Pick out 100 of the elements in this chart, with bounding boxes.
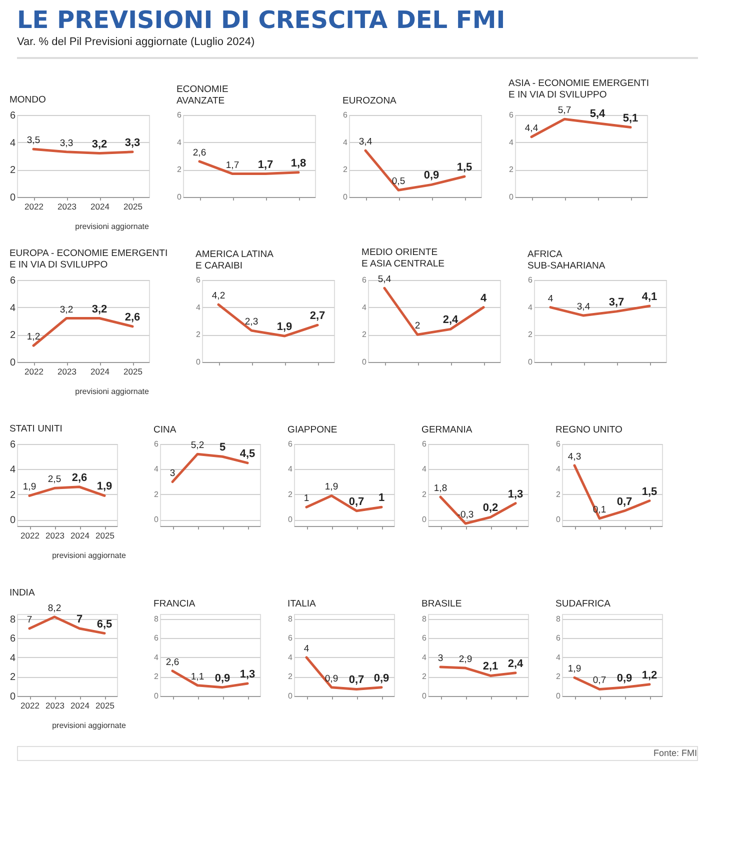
x-tick-label: 2022 [20, 530, 40, 540]
data-label: 5,4 [590, 108, 606, 120]
y-tick-label: 4 [10, 138, 16, 149]
data-label: 1 [378, 492, 385, 504]
data-label: 0,9 [374, 672, 390, 684]
y-tick-label: 0 [10, 358, 16, 368]
data-label: 1,3 [240, 668, 256, 680]
y-tick-label: 0 [177, 192, 182, 202]
x-tick-label: 2023 [46, 700, 65, 710]
data-label: 3,3 [60, 138, 74, 149]
y-tick-label: 0 [154, 692, 160, 700]
y-tick-label: 6 [556, 440, 562, 448]
y-tick-label: 0 [288, 515, 294, 524]
chart-title: INDIA [9, 587, 36, 598]
x-tick-label: 2023 [58, 202, 77, 212]
y-tick-label: 0 [528, 358, 534, 366]
data-label: 3,2 [92, 303, 108, 316]
x-tick-label: 2024 [90, 202, 110, 212]
chart-title: ASIA - ECONOMIE EMERGENTI E IN VIA DI SVILUPPO [508, 78, 649, 101]
chart-title: SUDAFRICA [556, 598, 612, 610]
data-label: 0,2 [482, 502, 498, 514]
x-tick-label: 2023 [46, 530, 65, 540]
data-label: 1,7 [226, 160, 240, 171]
y-tick-label: 2 [196, 330, 202, 340]
y-tick-label: 8 [422, 614, 428, 624]
y-tick-label: 4 [154, 652, 160, 662]
data-label: 1,9 [324, 482, 338, 493]
data-label: 3,2 [60, 304, 74, 316]
chart-title: REGNO UNITO [556, 424, 622, 436]
y-tick-label: 6 [528, 276, 534, 284]
y-tick-label: 4 [288, 464, 294, 474]
y-tick-label: 4 [10, 302, 16, 314]
y-tick-label: 6 [422, 634, 428, 643]
y-tick-label: 0 [509, 192, 514, 202]
data-label: 4 [548, 293, 554, 304]
data-label: 3 [438, 653, 444, 664]
x-tick-label: 2024 [70, 530, 90, 540]
data-label: 1,9 [568, 664, 582, 675]
y-tick-label: 2 [556, 672, 562, 682]
chart-title: GIAPPONE [288, 424, 338, 436]
y-tick-label: 4 [288, 652, 294, 662]
data-label: 2,5 [48, 474, 62, 486]
y-tick-label: 6 [196, 276, 202, 284]
y-tick-label: 4 [528, 302, 534, 312]
chart-title: EUROPA - ECONOMIE EMERGENTI E IN VIA DI SVILUPPO [9, 248, 168, 270]
chart-title: AFRICA SUB-SAHARIANA [528, 249, 606, 272]
y-tick-label: 6 [177, 110, 182, 120]
y-tick-label: 4 [422, 464, 428, 474]
data-label: 1,9 [96, 480, 112, 493]
x-tick-label: 2025 [96, 700, 115, 710]
data-label: 1,2 [26, 332, 40, 343]
chart-title: FRANCIA [154, 598, 196, 610]
data-label: 0,9 [616, 672, 632, 684]
data-label: 4,1 [642, 290, 658, 303]
y-tick-label: 4 [362, 302, 368, 312]
data-label: 2,3 [244, 316, 258, 328]
data-label: 2,6 [166, 656, 180, 668]
data-label: 2,4 [508, 658, 524, 670]
data-label: 0,7 [348, 674, 364, 686]
data-label: 3,3 [124, 136, 140, 149]
y-tick-label: 2 [288, 672, 294, 682]
data-label: 2 [414, 320, 420, 332]
y-tick-label: 4 [509, 138, 514, 147]
y-tick-label: 4 [343, 138, 348, 147]
data-label: 3,5 [26, 135, 40, 146]
y-tick-label: 2 [422, 490, 428, 499]
data-label: 1,5 [642, 486, 658, 498]
data-label: 0,9 [214, 672, 230, 684]
y-tick-label: 6 [10, 440, 16, 450]
data-label: 1 [304, 493, 310, 504]
y-tick-label: 8 [10, 614, 16, 626]
y-tick-label: 6 [362, 276, 368, 284]
data-label: 4 [304, 643, 310, 654]
x-tick-label: 2024 [90, 366, 110, 376]
y-tick-label: 8 [288, 614, 294, 624]
y-tick-label: 2 [10, 165, 16, 176]
data-label: 0,7 [348, 496, 364, 508]
data-label: 4,2 [212, 290, 226, 302]
y-tick-label: 2 [422, 672, 428, 682]
data-label: 2,7 [310, 310, 326, 322]
line-series [383, 286, 485, 336]
y-tick-label: 2 [556, 490, 562, 499]
data-label: 3,2 [92, 138, 108, 150]
chart-title: MONDO [9, 94, 46, 106]
chart-title: EUROZONA [342, 96, 398, 106]
data-label: 7 [76, 613, 83, 626]
y-tick-label: 2 [343, 165, 348, 174]
data-label: 2,6 [124, 311, 140, 324]
data-label: 5,2 [190, 440, 204, 452]
chart-title: ECONOMIE AVANZATE [176, 84, 228, 106]
y-tick-label: 4 [422, 652, 428, 662]
y-tick-label: 2 [177, 165, 182, 174]
data-label: 5,7 [558, 105, 572, 116]
text: LE PREVISIONI DI CRESCITA DEL FMI [17, 6, 506, 34]
y-tick-label: 0 [343, 192, 348, 202]
text: Var. % del Pil Previsioni aggiornate (Luglio 2024) [17, 36, 255, 48]
y-tick-label: 6 [556, 634, 562, 643]
y-tick-label: 2 [154, 490, 160, 499]
chart-title: MEDIO ORIENTE E ASIA CENTRALE [362, 247, 444, 270]
data-label: 2,1 [482, 660, 498, 673]
